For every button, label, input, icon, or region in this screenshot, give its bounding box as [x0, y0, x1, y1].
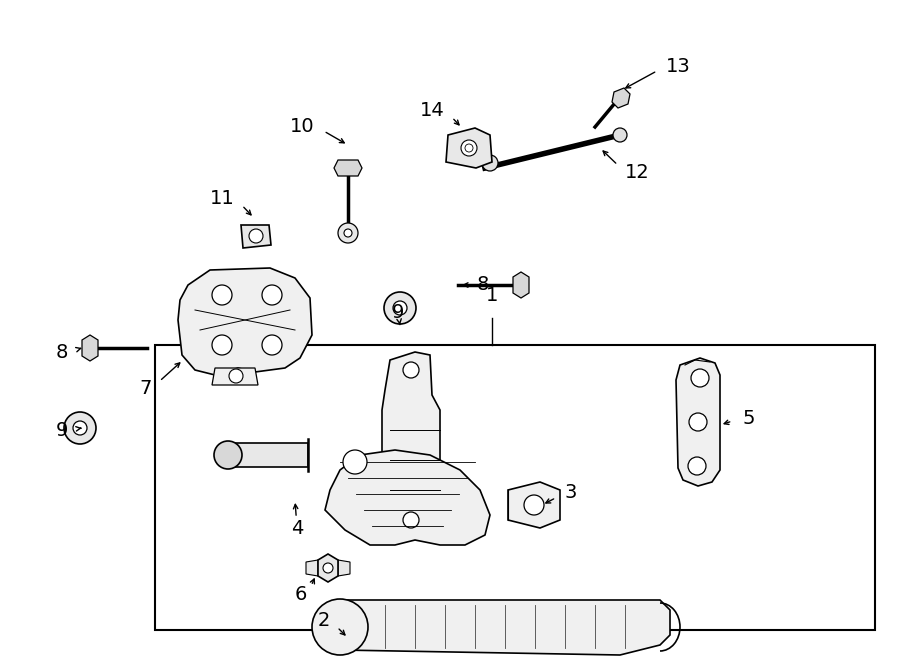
Circle shape	[214, 441, 242, 469]
Polygon shape	[513, 272, 529, 298]
Text: 3: 3	[565, 483, 578, 502]
Text: 1: 1	[486, 286, 499, 305]
Circle shape	[338, 223, 358, 243]
Circle shape	[64, 412, 96, 444]
Text: 8: 8	[56, 342, 68, 362]
Circle shape	[229, 369, 243, 383]
Circle shape	[344, 229, 352, 237]
Polygon shape	[82, 335, 98, 361]
Polygon shape	[306, 560, 318, 576]
Circle shape	[613, 128, 627, 142]
Text: 2: 2	[318, 611, 330, 629]
Circle shape	[262, 335, 282, 355]
Circle shape	[212, 335, 232, 355]
Polygon shape	[178, 268, 312, 375]
Text: 7: 7	[140, 379, 152, 397]
Circle shape	[212, 285, 232, 305]
Text: 6: 6	[294, 586, 307, 605]
Circle shape	[461, 140, 477, 156]
Polygon shape	[382, 352, 440, 530]
Circle shape	[262, 285, 282, 305]
Polygon shape	[334, 160, 362, 176]
Polygon shape	[228, 443, 308, 467]
Text: 8: 8	[477, 276, 490, 295]
Circle shape	[343, 450, 367, 474]
Text: 12: 12	[625, 163, 650, 182]
Bar	[155, 345, 875, 630]
Circle shape	[393, 301, 407, 315]
Polygon shape	[241, 225, 271, 248]
Polygon shape	[508, 482, 560, 528]
Text: 4: 4	[291, 518, 303, 537]
Circle shape	[524, 495, 544, 515]
Circle shape	[73, 421, 87, 435]
Polygon shape	[212, 368, 258, 385]
Text: 10: 10	[291, 116, 315, 136]
Polygon shape	[676, 358, 720, 486]
Text: 13: 13	[666, 56, 691, 75]
Circle shape	[403, 362, 419, 378]
Circle shape	[312, 599, 368, 655]
Circle shape	[249, 229, 263, 243]
Polygon shape	[340, 600, 670, 655]
Polygon shape	[612, 88, 630, 108]
Circle shape	[465, 144, 473, 152]
Text: 11: 11	[211, 188, 235, 208]
Text: 14: 14	[420, 100, 445, 120]
Circle shape	[323, 563, 333, 573]
Polygon shape	[338, 560, 350, 576]
Polygon shape	[446, 128, 492, 168]
Polygon shape	[318, 554, 338, 582]
Polygon shape	[325, 450, 490, 545]
Text: 9: 9	[56, 420, 68, 440]
Circle shape	[688, 457, 706, 475]
Circle shape	[384, 292, 416, 324]
Circle shape	[403, 512, 419, 528]
Text: 9: 9	[392, 303, 404, 321]
Circle shape	[691, 369, 709, 387]
Circle shape	[689, 413, 707, 431]
Circle shape	[482, 155, 498, 171]
Text: 5: 5	[742, 408, 754, 428]
